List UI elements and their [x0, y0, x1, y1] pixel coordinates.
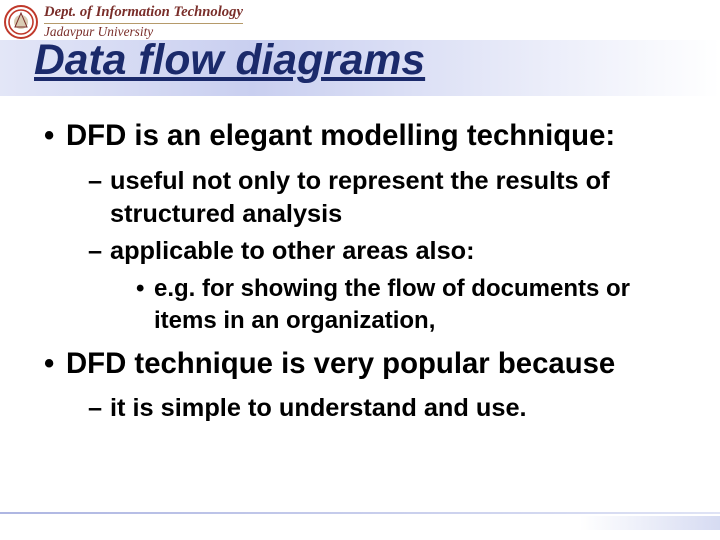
bullet-text: e.g. for showing the flow of documents o… — [154, 275, 630, 333]
bullet-lvl3: e.g. for showing the flow of documents o… — [132, 273, 682, 335]
slide-title: Data flow diagrams — [34, 36, 425, 85]
bullet-text: it is simple to understand and use. — [110, 394, 527, 422]
bullet-lvl1: DFD is an elegant modelling technique: u… — [38, 118, 682, 336]
footer-fade — [580, 516, 720, 530]
bullet-lvl2: it is simple to understand and use. — [84, 392, 682, 425]
bullet-text: applicable to other areas also: — [110, 237, 475, 265]
dept-block: Dept. of Information Technology Jadavpur… — [44, 5, 243, 38]
bullet-list-lvl2: it is simple to understand and use. — [66, 392, 682, 425]
bullet-list-lvl1: DFD is an elegant modelling technique: u… — [38, 118, 682, 425]
slide: Dept. of Information Technology Jadavpur… — [0, 0, 720, 540]
bullet-lvl2: applicable to other areas also: e.g. for… — [84, 235, 682, 336]
bullet-text: useful not only to represent the results… — [110, 167, 610, 228]
bullet-text: DFD technique is very popular because — [66, 347, 615, 380]
dept-line-1: Dept. of Information Technology — [44, 5, 243, 20]
university-seal-icon — [4, 5, 38, 39]
content-area: DFD is an elegant modelling technique: u… — [0, 118, 720, 435]
bullet-list-lvl3: e.g. for showing the flow of documents o… — [110, 273, 682, 335]
footer-rule — [0, 512, 720, 514]
bullet-text: DFD is an elegant modelling technique: — [66, 119, 615, 152]
bullet-lvl2: useful not only to represent the results… — [84, 165, 682, 231]
bullet-lvl1: DFD technique is very popular because it… — [38, 346, 682, 426]
bullet-list-lvl2: useful not only to represent the results… — [66, 165, 682, 336]
